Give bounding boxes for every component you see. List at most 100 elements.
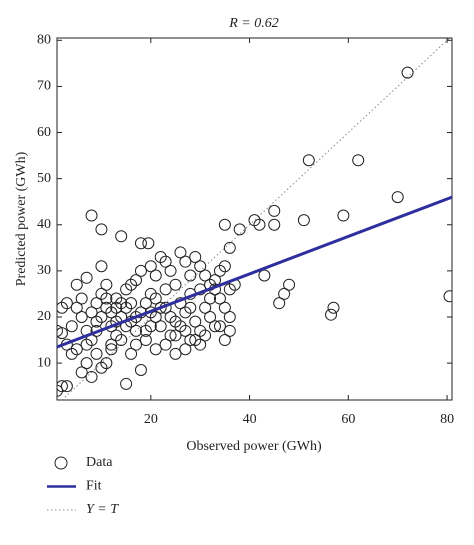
data-point <box>164 310 177 323</box>
data-point <box>60 297 73 310</box>
data-point <box>80 271 93 284</box>
data-point <box>144 260 157 273</box>
chart-title: R = 0.62 <box>228 16 279 31</box>
data-point <box>120 377 133 390</box>
data-point <box>297 214 310 227</box>
data-point <box>223 310 236 323</box>
legend-label: Data <box>86 455 113 470</box>
data-point <box>258 269 271 282</box>
data-point <box>283 278 296 291</box>
fit-line <box>57 195 452 349</box>
data-point <box>268 204 281 217</box>
data-point <box>95 260 108 273</box>
data-point <box>179 324 192 337</box>
plot-area <box>57 38 452 400</box>
data-point <box>302 154 315 167</box>
data-point <box>327 301 340 314</box>
data-point <box>164 329 177 342</box>
data-point <box>154 301 167 314</box>
data-point <box>90 315 103 328</box>
data-point <box>134 364 147 377</box>
x-tick-label: 20 <box>144 412 158 427</box>
data-point <box>144 287 157 300</box>
data-point <box>159 338 172 351</box>
data-point <box>223 283 236 296</box>
data-point <box>70 278 83 291</box>
data-point <box>218 260 231 273</box>
data-point <box>90 347 103 360</box>
data-point <box>57 380 68 393</box>
data-point <box>189 251 202 264</box>
data-point <box>125 278 138 291</box>
data-point <box>139 297 152 310</box>
data-point <box>90 297 103 310</box>
y-tick-label: 40 <box>37 217 51 232</box>
data-point <box>401 66 414 79</box>
data-point <box>248 214 261 227</box>
data-point <box>164 264 177 277</box>
x-tick-label: 80 <box>440 412 454 427</box>
x-axis-label: Observed power (GWh) <box>186 439 322 454</box>
data-point <box>179 255 192 268</box>
data-point <box>120 283 133 296</box>
data-point <box>174 246 187 259</box>
data-point <box>105 338 118 351</box>
data-point <box>199 269 212 282</box>
data-point <box>110 301 123 314</box>
data-point <box>100 278 113 291</box>
data-point <box>57 324 63 337</box>
y-tick-label: 10 <box>37 355 51 370</box>
data-point <box>75 310 88 323</box>
data-point <box>218 301 231 314</box>
data-point <box>443 290 452 303</box>
plot-frame <box>56 37 453 401</box>
data-point <box>213 320 226 333</box>
data-point <box>95 361 108 374</box>
data-point <box>60 380 73 393</box>
data-point <box>115 297 128 310</box>
data-point <box>154 320 167 333</box>
data-point <box>85 370 98 383</box>
data-point <box>218 334 231 347</box>
data-point <box>85 209 98 222</box>
legend-marker <box>54 456 68 470</box>
data-point <box>115 230 128 243</box>
data-point <box>134 264 147 277</box>
data-point <box>184 269 197 282</box>
data-point <box>159 283 172 296</box>
data-point <box>184 301 197 314</box>
data-point <box>199 329 212 342</box>
data-point <box>169 278 182 291</box>
data-point <box>80 338 93 351</box>
data-point <box>268 218 281 231</box>
data-point <box>159 255 172 268</box>
data-point <box>273 297 286 310</box>
data-point <box>95 287 108 300</box>
y-tick-label: 30 <box>37 263 51 278</box>
data-point <box>149 343 162 356</box>
data-point <box>233 223 246 236</box>
data-point <box>115 334 128 347</box>
data-point <box>95 223 108 236</box>
data-point <box>223 324 236 337</box>
data-point <box>125 347 138 360</box>
data-point <box>204 292 217 305</box>
data-point <box>325 308 338 321</box>
data-point <box>130 310 142 323</box>
data-point <box>65 347 78 360</box>
data-point <box>144 320 157 333</box>
data-point <box>337 209 350 222</box>
data-point <box>125 297 138 310</box>
y-tick-label: 60 <box>37 125 51 140</box>
data-point <box>352 154 365 167</box>
data-point <box>57 327 68 340</box>
data-point <box>70 301 83 314</box>
data-point <box>120 301 133 314</box>
data-point <box>169 315 182 328</box>
data-point <box>70 343 83 356</box>
data-point <box>139 334 152 347</box>
data-point <box>134 237 147 250</box>
data-point <box>213 264 226 277</box>
data-point <box>189 334 202 347</box>
data-point <box>184 334 197 347</box>
